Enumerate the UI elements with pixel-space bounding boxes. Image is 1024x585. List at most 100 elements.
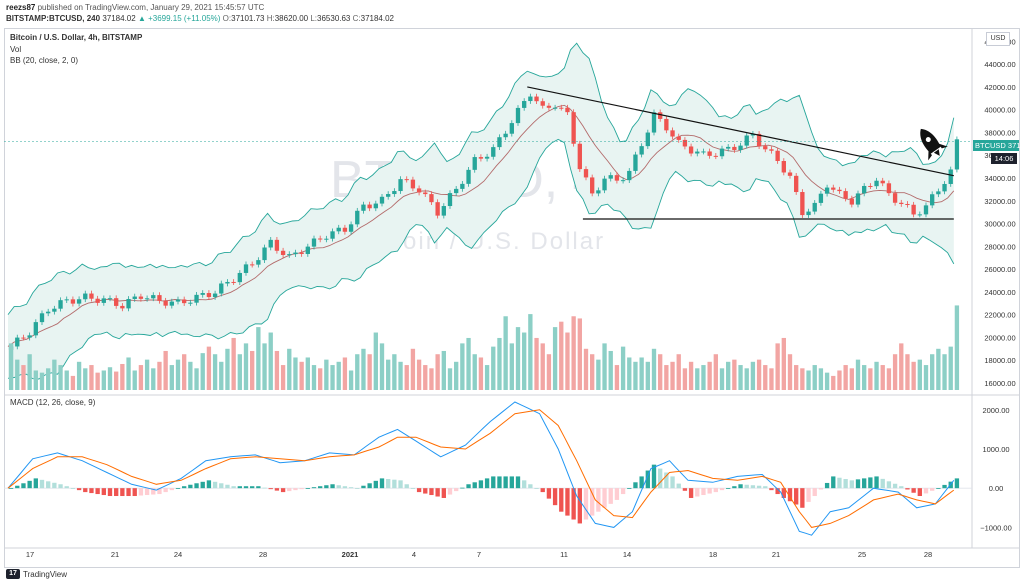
candle-body	[651, 112, 657, 133]
candle-body	[954, 139, 960, 170]
volume-bar	[324, 359, 329, 390]
macd-hist-bar	[886, 481, 892, 489]
macd-hist-bar	[719, 488, 725, 491]
candle-body	[126, 298, 131, 309]
legend-vol[interactable]: Vol	[10, 45, 22, 54]
macd-hist-bar	[336, 485, 341, 489]
volume-bar	[132, 370, 137, 390]
volume-bar	[806, 370, 811, 390]
legend-bb[interactable]: BB (20, close, 2, 0)	[10, 56, 79, 65]
macd-hist-bar	[126, 488, 131, 497]
candle-body	[324, 238, 329, 240]
macd-hist-bar	[837, 477, 842, 489]
volume-bar	[429, 368, 434, 390]
macd-line	[7, 401, 955, 536]
candle-body	[361, 204, 366, 211]
macd-hist-bar	[392, 479, 397, 489]
publisher-name[interactable]: reezs87	[6, 3, 36, 12]
volume-bar	[280, 365, 286, 390]
volume-bar	[855, 359, 861, 390]
volume-bar	[460, 343, 465, 390]
volume-bar	[373, 332, 378, 390]
legend-title[interactable]: Bitcoin / U.S. Dollar, 4h, BITSTAMP	[10, 33, 143, 42]
macd-hist-bar	[658, 468, 663, 489]
candle-body	[114, 298, 119, 306]
volume-bar	[862, 365, 867, 390]
volume-bar	[268, 332, 273, 390]
volume-bar	[305, 357, 310, 390]
price-tick-label: 34000.00	[984, 174, 1015, 183]
macd-hist-bar	[701, 488, 706, 496]
volume-bar	[293, 357, 298, 390]
macd-hist-bar	[324, 485, 329, 489]
candle-body	[64, 299, 69, 301]
time-tick-label: 2021	[342, 550, 359, 559]
macd-hist-bar	[243, 486, 249, 489]
macd-hist-bar	[769, 488, 774, 491]
volume-bar	[398, 361, 403, 390]
macd-pane	[4, 401, 972, 536]
volume-bar	[750, 361, 756, 390]
candle-body	[923, 205, 929, 215]
macd-hist-bar	[892, 483, 898, 489]
volume-bar	[15, 359, 20, 390]
volume-bar	[930, 354, 935, 390]
macd-hist-bar	[423, 488, 428, 494]
macd-hist-bar	[930, 488, 935, 491]
candle-body	[423, 192, 428, 195]
candle-body	[794, 175, 799, 193]
macd-hist-bar	[268, 488, 273, 490]
macd-hist-bar	[726, 488, 731, 489]
candle-body	[95, 298, 100, 303]
volume-bar	[738, 365, 743, 390]
candle-body	[404, 179, 409, 181]
footer-brand[interactable]: TradingView	[23, 569, 68, 579]
candle-body	[862, 185, 867, 194]
macd-hist-bar	[868, 477, 873, 489]
volume-bar	[163, 350, 168, 390]
macd-hist-bar	[466, 484, 471, 489]
candle-body	[39, 313, 45, 323]
volume-bar	[194, 368, 199, 390]
macd-hist-bar	[571, 488, 576, 520]
volume-bar	[620, 346, 626, 390]
macd-hist-bar	[182, 486, 187, 489]
candle-body	[577, 143, 582, 170]
macd-hist-bar	[348, 487, 354, 489]
candle-body	[688, 146, 694, 154]
volume-bar	[614, 365, 620, 390]
macd-hist-bar	[651, 464, 657, 489]
volume-bar	[404, 365, 409, 390]
candle-body	[552, 107, 558, 109]
legend-macd[interactable]: MACD (12, 26, close, 9)	[10, 398, 96, 407]
volume-bar	[608, 350, 613, 390]
macd-hist-bar	[361, 485, 366, 489]
macd-hist-bar	[367, 483, 372, 489]
macd-hist-bar	[577, 488, 582, 524]
volume-bar	[274, 350, 280, 390]
volume-bar	[651, 348, 657, 390]
candle-body	[225, 281, 230, 284]
currency-button[interactable]: USD	[986, 32, 1010, 46]
macd-hist-bar	[287, 488, 292, 492]
candle-body	[540, 101, 545, 106]
candle-body	[188, 302, 193, 304]
volume-bar	[497, 337, 502, 390]
macd-hist-bar	[52, 482, 57, 489]
candle-body	[299, 252, 304, 254]
volume-bar	[559, 321, 564, 390]
candle-body	[460, 183, 465, 189]
candle-body	[837, 189, 842, 192]
volume-bar	[126, 357, 131, 390]
volume-bar	[917, 359, 922, 390]
macd-hist-bar	[305, 488, 310, 489]
volume-bar	[484, 365, 490, 390]
macd-hist-bar	[546, 488, 552, 499]
volume-bar	[800, 368, 805, 390]
macd-hist-bar	[256, 486, 261, 489]
volume-bar	[138, 365, 144, 390]
volume-bar	[299, 361, 304, 390]
volume-bar	[441, 350, 446, 390]
macd-hist-bar	[447, 488, 453, 495]
